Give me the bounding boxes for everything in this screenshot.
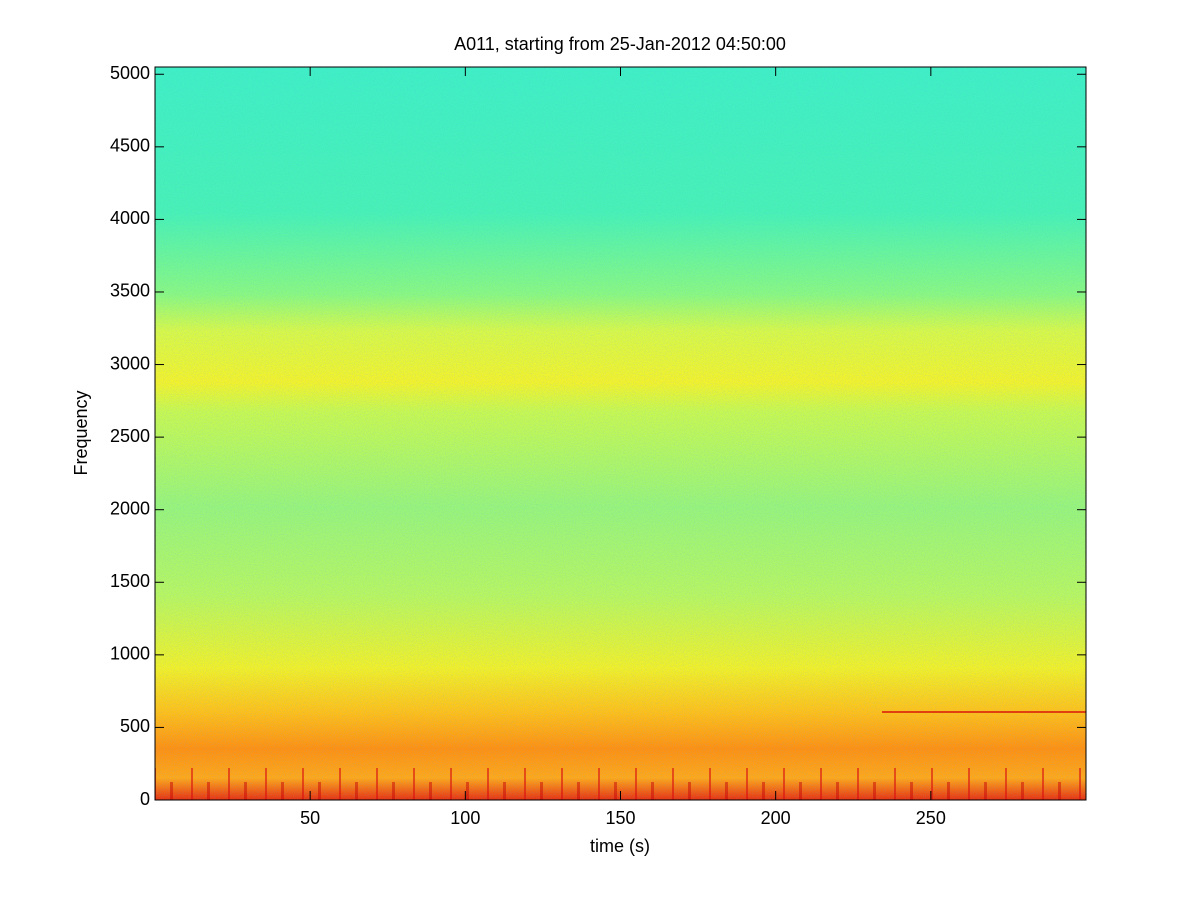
y-tick-label: 3000	[110, 353, 150, 373]
chart-title: A011, starting from 25-Jan-2012 04:50:00	[454, 34, 786, 54]
y-tick-label: 0	[140, 789, 150, 809]
y-tick-label: 2000	[110, 498, 150, 518]
x-tick-label: 150	[605, 808, 635, 828]
y-tick-label: 500	[120, 716, 150, 736]
x-tick-label: 100	[450, 808, 480, 828]
x-axis-label: time (s)	[590, 836, 650, 856]
y-tick-label: 4000	[110, 208, 150, 228]
spectrogram-image	[155, 67, 1086, 800]
x-tick-label: 250	[916, 808, 946, 828]
y-tick-label: 5000	[110, 63, 150, 83]
y-tick-label: 3500	[110, 281, 150, 301]
y-tick-label: 1000	[110, 644, 150, 664]
y-tick-label: 4500	[110, 136, 150, 156]
x-tick-label: 50	[300, 808, 320, 828]
y-tick-label: 1500	[110, 571, 150, 591]
y-axis-label: Frequency	[71, 390, 91, 475]
x-tick-label: 200	[761, 808, 791, 828]
y-tick-label: 2500	[110, 426, 150, 446]
